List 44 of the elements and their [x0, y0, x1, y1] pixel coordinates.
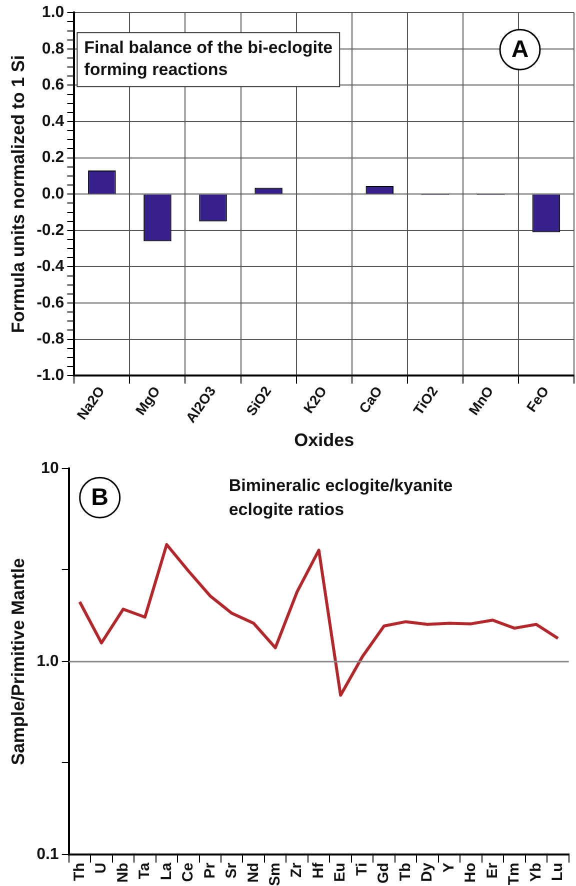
annotation: A [511, 36, 529, 64]
y-tick-label: -0.6 [36, 294, 64, 312]
x-axis-title: Oxides [294, 430, 354, 450]
y-tick-label: -0.8 [36, 330, 64, 348]
text: Final balance of the bi-eclogite forming reactions [84, 38, 333, 79]
x-tick-label: Tb [396, 862, 414, 881]
x-tick-label: Tm [506, 862, 523, 886]
x-tick-label: Gd [375, 862, 392, 884]
x-tick-label: Ta [136, 862, 154, 880]
x-tick-label: Ho [462, 862, 480, 883]
text: Bimineralic eclogite/kyanite eclogite ratios [228, 476, 453, 519]
x-tick-label: Er [484, 862, 501, 878]
y-axis-title: Sample/Primitive Mantle [8, 558, 28, 766]
y-tick-label: 0.6 [42, 76, 64, 94]
y-axis-title: Formula units normalized to 1 Si [8, 55, 28, 334]
y-tick-label: 0.2 [42, 149, 64, 166]
x-tick-label: Dy [418, 862, 436, 882]
x-tick-label: Sr [223, 862, 240, 878]
y-tick-label: 1.0 [42, 4, 64, 22]
x-tick-label: Sm [266, 862, 284, 886]
y-tick-label: -0.2 [36, 222, 64, 239]
y-tick-label: 0.4 [42, 112, 64, 130]
x-tick-label: Ce [180, 862, 197, 882]
x-tick-label: La [158, 862, 175, 880]
y-tick-label: -1.0 [36, 367, 64, 384]
x-tick-label: Y [440, 862, 458, 873]
x-tick-label: Pr [201, 862, 218, 878]
x-tick-label: Hf [310, 862, 327, 878]
x-tick-label: Yb [527, 862, 544, 882]
x-tick-label: Zr [288, 862, 306, 878]
y-tick-label: -0.4 [36, 258, 64, 276]
y-tick-label: 0.1 [36, 846, 59, 864]
y-tick-label: 10 [41, 460, 59, 478]
x-tick-label: Lu [549, 862, 566, 881]
y-tick-label: 0.8 [42, 40, 64, 58]
x-tick-label: Th [70, 862, 88, 881]
annotation: B [91, 484, 109, 512]
x-tick-label: U [92, 862, 110, 874]
x-tick-label: Nd [244, 862, 262, 883]
x-tick-label: Ti [353, 862, 370, 876]
y-tick-label: 0.0 [42, 186, 64, 203]
x-tick-label: Nb [114, 862, 132, 883]
x-tick-label: Eu [332, 862, 349, 882]
y-tick-label: 1.0 [36, 653, 59, 670]
